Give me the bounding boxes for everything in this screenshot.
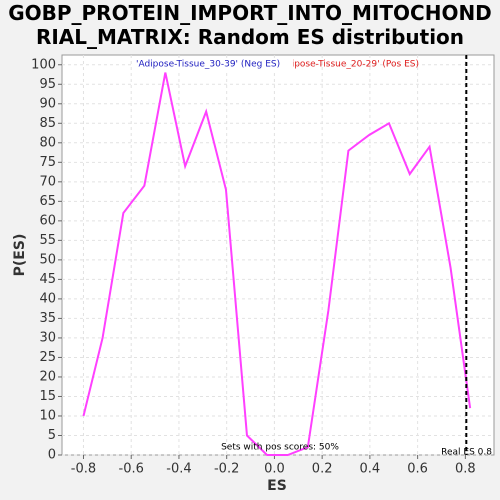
x-tick-label: -0.8 (71, 462, 96, 477)
y-tick-label: 5 (48, 428, 56, 443)
legend-entry: 'Adipose-Tissue_20-29' (Pos ES) (278, 60, 419, 70)
y-tick-label: 45 (39, 272, 56, 287)
y-tick-label: 70 (39, 174, 56, 189)
x-tick-label: 0.4 (360, 462, 381, 477)
y-tick-label: 40 (39, 291, 56, 306)
y-tick-label: 10 (39, 408, 56, 423)
y-tick-label: 50 (39, 252, 56, 267)
annotation: Sets with pos scores: 50% (221, 443, 339, 453)
y-tick-label: 75 (39, 155, 56, 170)
y-tick-label: 85 (39, 116, 56, 131)
y-tick-label: 0 (48, 448, 56, 463)
x-tick-label: 0.0 (264, 462, 285, 477)
x-tick-label: 0.2 (312, 462, 333, 477)
y-tick-label: 100 (31, 57, 56, 72)
y-tick-label: 20 (39, 369, 56, 384)
y-tick-label: 30 (39, 330, 56, 345)
x-axis-label: ES (267, 478, 287, 494)
real-es-label: Real ES 0.8 (441, 448, 492, 458)
plot-area (61, 54, 495, 456)
y-tick-label: 60 (39, 213, 56, 228)
y-tick-label: 90 (39, 96, 56, 111)
y-tick-label: 55 (39, 233, 56, 248)
legend-entry: 'Adipose-Tissue_30-39' (Neg ES) (136, 60, 280, 70)
x-tick-label: -0.6 (119, 462, 144, 477)
y-tick-label: 15 (39, 389, 56, 404)
y-axis-label: P(ES) (12, 234, 28, 277)
y-tick-label: 35 (39, 311, 56, 326)
x-tick-label: 0.8 (455, 462, 476, 477)
x-tick-label: -0.4 (166, 462, 191, 477)
chart-title: GOBP_PROTEIN_IMPORT_INTO_MITOCHOND RIAL_M… (8, 1, 492, 49)
y-tick-label: 65 (39, 194, 56, 209)
x-tick-label: -0.2 (214, 462, 239, 477)
y-tick-label: 80 (39, 135, 56, 150)
y-tick-label: 95 (39, 77, 56, 92)
legend-background (132, 58, 293, 70)
es-line (82, 72, 472, 456)
x-tick-label: 0.6 (407, 462, 428, 477)
y-tick-label: 25 (39, 350, 56, 365)
